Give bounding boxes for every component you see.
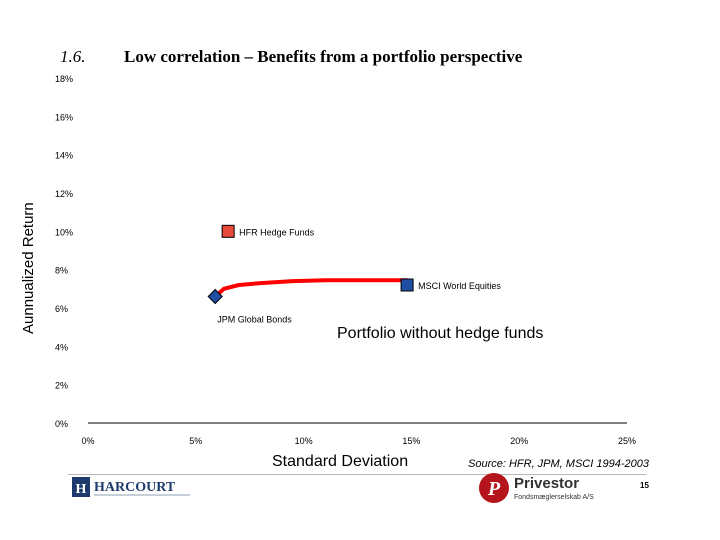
page-number: 15 <box>640 481 649 490</box>
x-tick-label: 10% <box>295 436 313 446</box>
data-point-marker <box>207 288 223 305</box>
data-point-marker <box>221 224 235 238</box>
x-tick-label: 20% <box>510 436 528 446</box>
y-tick-label: 18% <box>55 74 73 84</box>
x-tick-labels: 0% 5% 10% 15% 20% 25% <box>81 436 636 446</box>
data-point-label: JPM Global Bonds <box>217 315 292 325</box>
y-axis-label: Aunnualized Return <box>20 202 37 334</box>
y-tick-labels: 0% 2% 4% 6% 8% 10% 12% 14% 16% 18% <box>55 74 73 429</box>
y-tick-label: 12% <box>55 189 73 199</box>
svg-text:P: P <box>487 478 501 500</box>
y-tick-label: 14% <box>55 151 73 161</box>
data-point-marker <box>400 278 414 292</box>
data-point-label: HFR Hedge Funds <box>239 227 315 237</box>
y-tick-label: 10% <box>55 227 73 237</box>
y-tick-label: 16% <box>55 112 73 122</box>
x-axis-label: Standard Deviation <box>272 453 409 470</box>
y-tick-label: 0% <box>55 419 68 429</box>
y-tick-label: 6% <box>55 304 68 314</box>
svg-text:Privestor: Privestor <box>514 475 579 492</box>
x-tick-label: 25% <box>618 436 636 446</box>
slide-title: Low correlation – Benefits from a portfo… <box>124 47 523 66</box>
svg-text:H: H <box>76 482 87 497</box>
y-tick-label: 2% <box>55 381 68 391</box>
frontier-label: Portfolio without hedge funds <box>337 325 543 342</box>
y-tick-label: 8% <box>55 266 68 276</box>
frontier-curve <box>213 278 410 299</box>
section-number: 1.6. <box>60 47 86 66</box>
svg-text:Fondsmæglerselskab A/S: Fondsmæglerselskab A/S <box>514 494 594 501</box>
svg-text:HARCOURT: HARCOURT <box>94 480 176 495</box>
x-tick-label: 15% <box>402 436 420 446</box>
y-tick-label: 4% <box>55 342 68 352</box>
data-points: HFR Hedge Funds MSCI World Equities JPM Gl… <box>207 224 501 325</box>
x-tick-label: 5% <box>189 436 202 446</box>
data-point-label: MSCI World Equities <box>418 281 501 291</box>
privestor-logo: P Privestor Fondsmæglerselskab A/S <box>478 471 638 510</box>
x-tick-label: 0% <box>81 436 94 446</box>
footer-divider <box>68 474 646 475</box>
source-note: Source: HFR, JPM, MSCI 1994-2003 <box>468 458 649 470</box>
harcourt-logo: H HARCOURT <box>72 476 202 503</box>
